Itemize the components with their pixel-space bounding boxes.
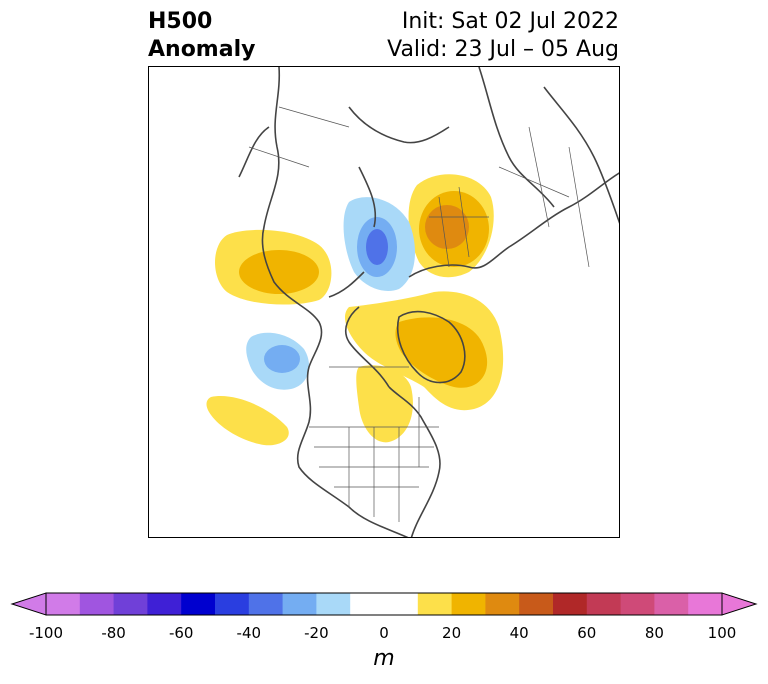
colorbar-border (45, 592, 723, 616)
coastlines (238, 67, 619, 537)
colorbar-segment (485, 593, 520, 615)
colorbar-tick-label: -60 (168, 624, 194, 642)
colorbar-segment (282, 593, 317, 615)
colorbar-tick-label: -40 (236, 624, 262, 642)
colorbar-segment (654, 593, 689, 615)
colorbar-tick-label: 20 (442, 624, 462, 642)
colorbar-segment (384, 593, 419, 615)
colorbar-tick-label: 100 (707, 624, 737, 642)
anomaly-siberia-negative (343, 197, 415, 292)
colorbar-tick-label: -100 (28, 624, 64, 642)
colorbar-tick-label: 0 (379, 624, 389, 642)
colorbar-tick-label: -80 (101, 624, 126, 642)
anomaly-gulf-of-alaska (215, 229, 332, 305)
colorbar-segment (553, 593, 588, 615)
colorbar-segment (147, 593, 182, 615)
colorbar-segment (519, 593, 554, 615)
colorbar-segment (316, 593, 351, 615)
anomaly-north-pacific (206, 396, 289, 446)
colorbar-segment (46, 593, 81, 615)
colorbar-segment (181, 593, 216, 615)
anomaly-map (148, 66, 620, 538)
colorbar-tick-label: 80 (644, 624, 664, 642)
init-date: Init: Sat 02 Jul 2022 (401, 9, 619, 34)
colorbar-segment (248, 593, 284, 615)
anomaly-hudson (356, 365, 413, 443)
colorbar-tick-label: -20 (304, 624, 329, 642)
colorbar-segment (688, 593, 723, 615)
colorbar-segment (451, 593, 486, 615)
colorbar (10, 592, 758, 616)
colorbar-tick-label: 60 (577, 624, 597, 642)
colorbar-segment (113, 593, 148, 615)
colorbar-segment (79, 593, 115, 615)
colorbar-segment (586, 593, 622, 615)
anomaly-pacific-negative (246, 332, 310, 390)
map-svg (206, 67, 619, 537)
colorbar-tick-labels: -100 -80 -60 -40 -20 0 20 40 60 80 100 (0, 624, 768, 644)
colorbar-segment (620, 593, 655, 615)
title-anomaly: Anomaly (148, 37, 256, 62)
anomaly-greenland (344, 291, 504, 411)
map-title: H500 Anomaly (148, 8, 255, 64)
colorbar-extend-min (10, 592, 47, 616)
colorbar-segment (350, 593, 385, 615)
valid-range: Valid: 23 Jul – 05 Aug (387, 37, 619, 62)
anomaly-europe (408, 174, 494, 278)
colorbar-segment (417, 593, 453, 615)
title-variable: H500 (148, 9, 213, 34)
political-boundaries (248, 106, 590, 522)
colorbar-unit: m (373, 646, 395, 671)
map-dates: Init: Sat 02 Jul 2022 Valid: 23 Jul – 05… (387, 8, 619, 64)
colorbar-segment (215, 593, 250, 615)
colorbar-extend-max (721, 592, 758, 616)
colorbar-tick-label: 40 (509, 624, 529, 642)
